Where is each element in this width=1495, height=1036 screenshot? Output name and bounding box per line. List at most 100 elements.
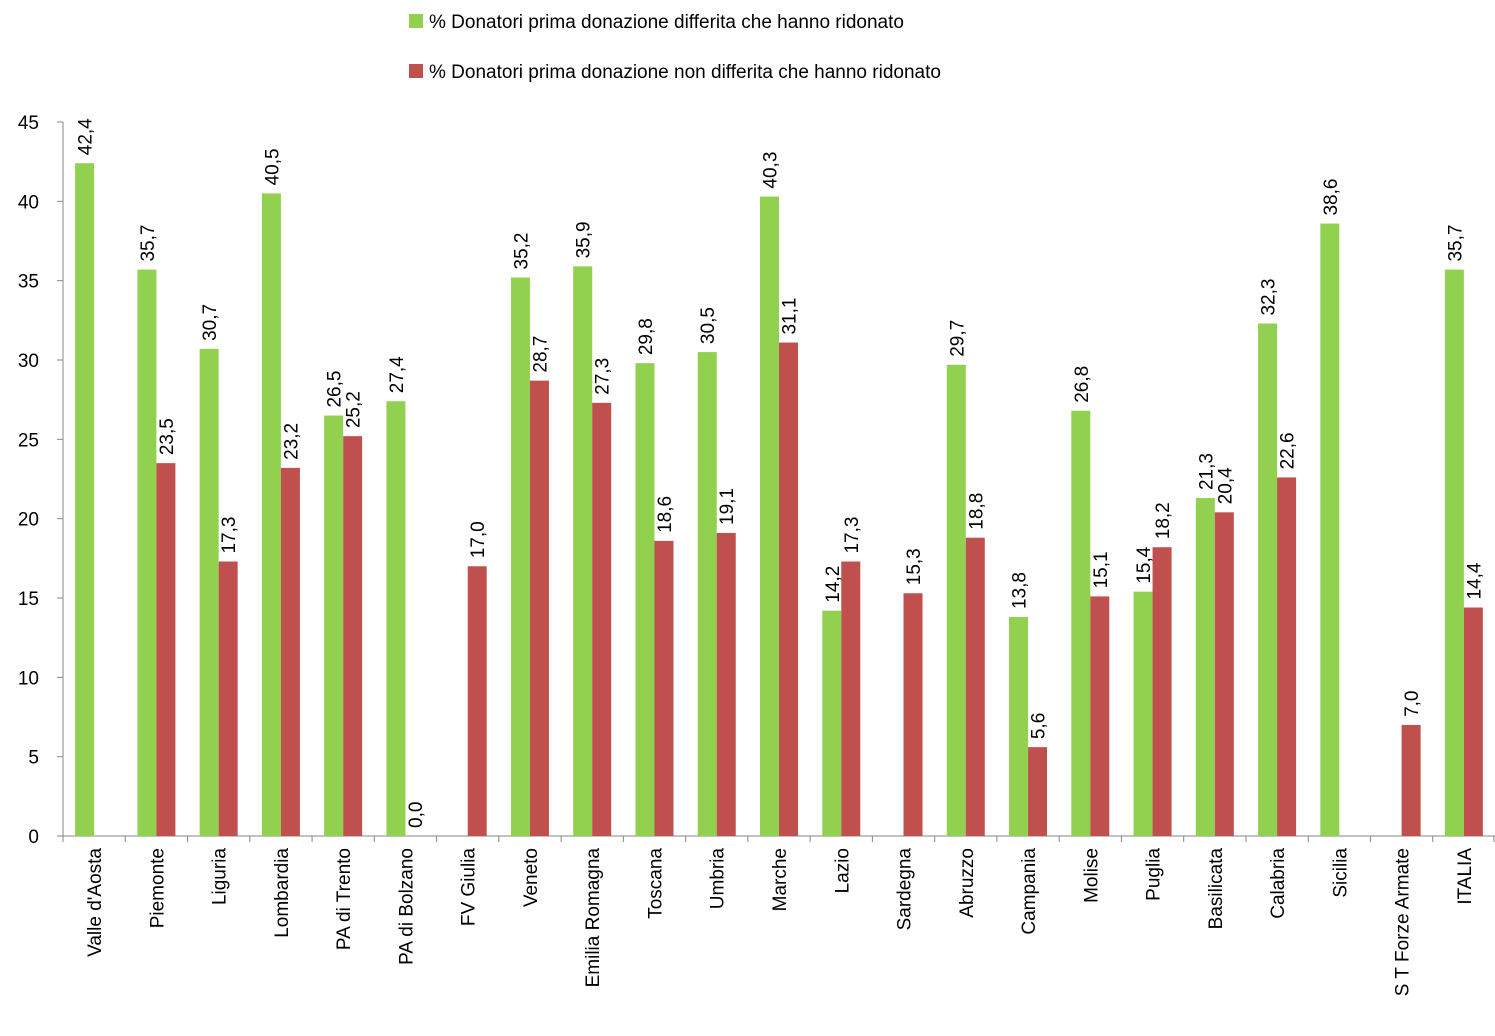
bar <box>280 467 300 836</box>
bar <box>716 532 736 836</box>
x-tick-label: Abruzzo <box>957 848 978 918</box>
x-tick-label: PA di Trento <box>334 848 355 950</box>
bar <box>199 348 219 836</box>
bar <box>156 463 176 836</box>
value-label: 31,1 <box>780 298 801 335</box>
value-label: 18,6 <box>655 496 676 533</box>
value-label: 27,3 <box>593 358 614 395</box>
bar <box>760 196 779 836</box>
value-label: 20,4 <box>1215 467 1236 504</box>
value-label: 23,2 <box>281 423 302 460</box>
x-tick-label: ITALIA <box>1455 848 1476 905</box>
value-label: 5,6 <box>1029 713 1050 739</box>
y-tick-label: 0 <box>28 827 39 848</box>
bar <box>1090 596 1110 836</box>
legend-swatch <box>409 14 423 28</box>
value-label: 21,3 <box>1196 453 1217 490</box>
value-label: 17,3 <box>842 517 863 554</box>
x-tick-label: Sicilia <box>1330 848 1351 898</box>
x-tick-label: Veneto <box>521 848 542 907</box>
value-label: 27,4 <box>387 356 408 393</box>
bar <box>1028 747 1048 836</box>
bar <box>1320 223 1340 837</box>
bar <box>137 269 157 836</box>
legend-label: % Donatori prima donazione non differita… <box>429 62 941 83</box>
x-tick-label: Umbria <box>708 848 729 910</box>
bar <box>1258 323 1278 836</box>
x-tick-label: Lombardia <box>272 848 293 938</box>
bar <box>1071 410 1091 836</box>
legend-label: % Donatori prima donazione differita che… <box>429 12 904 33</box>
x-tick-label: PA di Bolzano <box>396 848 417 965</box>
bar <box>946 364 966 836</box>
value-label: 17,3 <box>219 517 240 554</box>
y-tick-label: 5 <box>28 748 39 769</box>
value-label: 28,7 <box>530 336 551 373</box>
value-label: 35,2 <box>511 233 532 270</box>
bar <box>841 561 861 836</box>
value-label: 29,8 <box>636 318 657 355</box>
x-tick-label: Emilia Romagna <box>583 848 604 988</box>
value-label: 26,5 <box>325 371 346 408</box>
x-tick-label: Toscana <box>645 848 666 919</box>
value-label: 35,7 <box>1445 225 1466 262</box>
bar <box>592 402 612 836</box>
x-tick-label: Sardegna <box>895 848 916 931</box>
x-tick-label: Piemonte <box>147 848 168 928</box>
value-label: 26,8 <box>1072 366 1093 403</box>
x-tick-label: Liguria <box>210 848 231 905</box>
value-label: 17,0 <box>468 521 489 558</box>
bar <box>903 593 923 836</box>
bar <box>1195 498 1215 836</box>
bar <box>965 537 985 836</box>
y-tick-label: 20 <box>18 510 39 531</box>
y-tick-label: 10 <box>18 668 39 689</box>
x-tick-label: Campania <box>1019 848 1040 935</box>
x-tick-label: Molise <box>1081 848 1102 903</box>
value-label: 18,8 <box>966 493 987 530</box>
bar <box>386 401 406 836</box>
legend-swatch <box>409 64 423 78</box>
value-label: 35,9 <box>574 221 595 258</box>
value-label: 25,2 <box>344 391 365 428</box>
value-label: 14,4 <box>1464 562 1485 599</box>
bar <box>635 363 655 836</box>
x-tick-label: Marche <box>770 848 791 911</box>
value-label: 32,3 <box>1259 279 1280 316</box>
bar <box>467 566 487 836</box>
value-label: 40,3 <box>761 152 782 189</box>
value-label: 38,6 <box>1321 179 1342 216</box>
bar <box>1214 512 1234 836</box>
bar <box>779 342 798 836</box>
value-label: 0,0 <box>406 802 427 828</box>
value-label: 13,8 <box>1010 572 1031 609</box>
value-label: 30,5 <box>698 307 719 344</box>
bar <box>654 540 674 836</box>
value-label: 22,6 <box>1278 432 1299 469</box>
bar <box>1444 269 1464 836</box>
x-tick-label: Lazio <box>832 848 853 893</box>
x-tick-label: S T Forze Armate <box>1393 848 1414 996</box>
value-label: 42,4 <box>76 118 97 155</box>
value-label: 23,5 <box>157 418 178 455</box>
x-tick-label: Puglia <box>1144 848 1165 901</box>
bar <box>697 352 717 836</box>
value-label: 15,3 <box>904 548 925 585</box>
bar <box>1133 591 1153 836</box>
x-tick-label: Valle d'Aosta <box>85 848 106 957</box>
value-label: 15,4 <box>1134 546 1155 583</box>
bar <box>529 380 549 836</box>
bar <box>822 610 842 836</box>
x-tick-label: Calabria <box>1268 848 1289 919</box>
bar <box>343 436 363 836</box>
value-label: 30,7 <box>200 304 221 341</box>
bar <box>261 193 281 836</box>
value-label: 40,5 <box>262 148 283 185</box>
bar <box>75 163 95 837</box>
y-tick-label: 35 <box>18 272 39 293</box>
y-tick-label: 40 <box>18 192 39 213</box>
value-label: 14,2 <box>823 566 844 603</box>
x-tick-label: FV Giulia <box>459 848 480 927</box>
bar <box>573 266 593 836</box>
bar <box>218 561 238 836</box>
